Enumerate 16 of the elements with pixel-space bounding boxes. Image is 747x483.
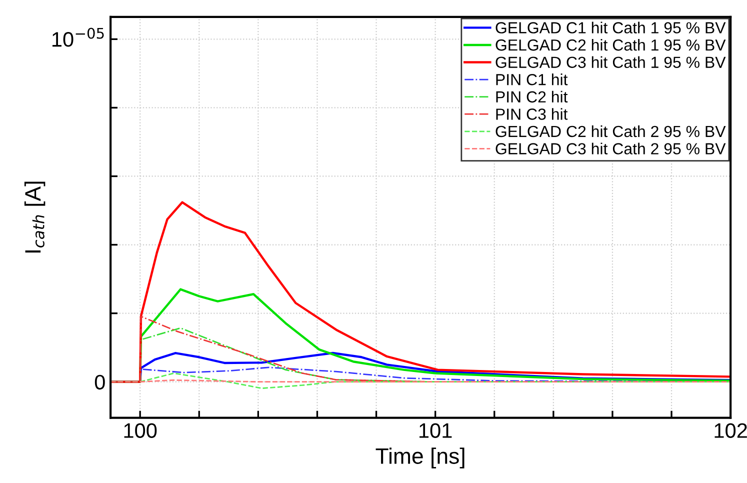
- x-tick-label: 102: [714, 423, 747, 438]
- x-tick-label: 101: [420, 423, 452, 438]
- legend-label: GELGAD C3 hit Cath 1 95 % BV: [496, 56, 726, 68]
- legend-label: GELGAD C3 hit Cath 2 95 % BV: [496, 142, 726, 154]
- legend-label: GELGAD C2 hit Cath 2 95 % BV: [496, 125, 726, 138]
- legend-label: PIN C2 hit: [496, 90, 568, 103]
- y-tick-label: 0: [94, 374, 105, 390]
- legend-label: PIN C1 hit: [496, 74, 568, 86]
- y-tick-label: 10$^{−05}$: [52, 28, 104, 47]
- line-series: [110, 201, 731, 383]
- x-axis-title: Time [ns]: [376, 448, 464, 468]
- y-axis-title: I$_{cath}$ [A]: [24, 182, 46, 253]
- legend-label: PIN C3 hit: [496, 108, 568, 120]
- legend-label: GELGAD C2 hit Cath 1 95 % BV: [496, 38, 726, 51]
- legend-label: GELGAD C1 hit Cath 1 95 % BV: [496, 22, 726, 34]
- x-tick-label: 100: [124, 423, 157, 438]
